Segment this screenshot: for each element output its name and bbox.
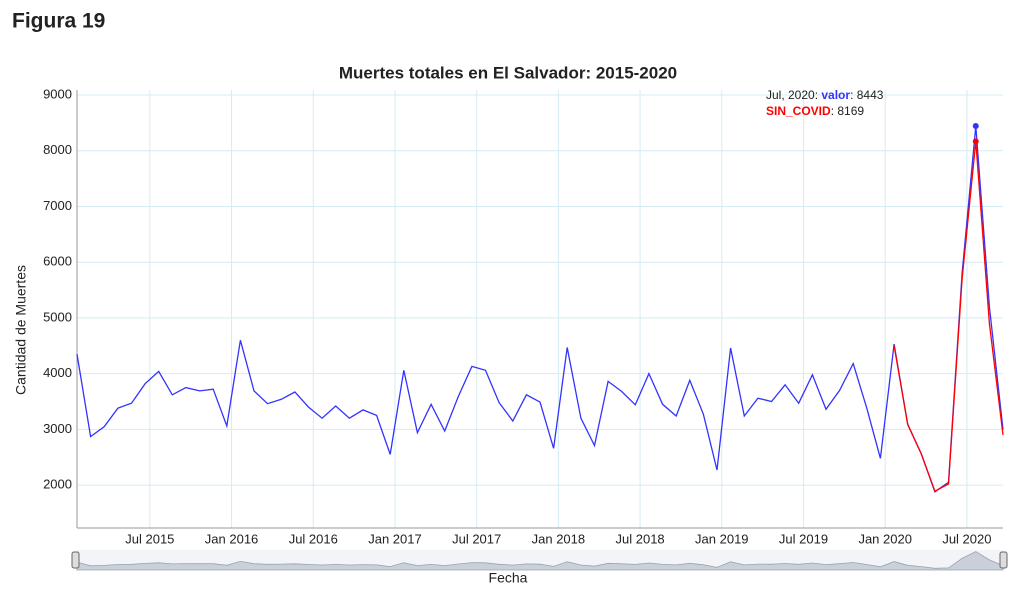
x-tick-label: Jan 2017	[368, 531, 422, 546]
range-handle-left[interactable]	[71, 551, 80, 569]
y-tick-label: 7000	[43, 198, 72, 213]
legend-value: 8169	[837, 104, 864, 118]
x-tick-label: Jan 2016	[205, 531, 259, 546]
legend-name: SIN_COVID	[766, 104, 831, 118]
x-tick-label: Jul 2017	[452, 531, 501, 546]
y-tick-label: 4000	[43, 365, 72, 380]
x-tick-label: Jul 2020	[942, 531, 991, 546]
chart-title: Muertes totales en El Salvador: 2015-202…	[339, 63, 677, 82]
y-tick-label: 9000	[43, 86, 72, 101]
y-tick-label: 8000	[43, 142, 72, 157]
hover-date: Jul, 2020	[766, 88, 815, 102]
x-tick-label: Jan 2019	[695, 531, 749, 546]
x-tick-label: Jul 2016	[289, 531, 338, 546]
range-handle-right[interactable]	[999, 551, 1008, 569]
y-tick-label: 6000	[43, 254, 72, 269]
lines	[76, 126, 1004, 493]
x-tick-label: Jul 2015	[125, 531, 174, 546]
legend-value: 8443	[857, 88, 884, 102]
y-tick-label: 3000	[43, 421, 72, 436]
grid	[77, 90, 1003, 528]
y-axis-label: Cantidad de Muertes	[13, 265, 29, 395]
hover-point	[972, 138, 979, 145]
x-tick-label: Jan 2018	[532, 531, 586, 546]
x-tick-label: Jan 2020	[858, 531, 912, 546]
legend-name: valor	[821, 88, 850, 102]
hover-point	[972, 123, 979, 130]
hover-legend: SIN_COVID: 8169	[766, 104, 864, 118]
hover-legend: Jul, 2020: valor: 8443	[766, 88, 884, 102]
range-mini-area	[76, 551, 1004, 571]
y-tick-label: 5000	[43, 309, 72, 324]
line-series	[76, 126, 1004, 493]
x-axis-label: Fecha	[489, 570, 528, 586]
figure-title: Figura 19	[12, 10, 105, 33]
line-series	[893, 141, 1004, 493]
x-tick-label: Jul 2018	[616, 531, 665, 546]
y-tick-label: 2000	[43, 477, 72, 492]
x-tick-label: Jul 2019	[779, 531, 828, 546]
range-mini	[76, 551, 1004, 571]
